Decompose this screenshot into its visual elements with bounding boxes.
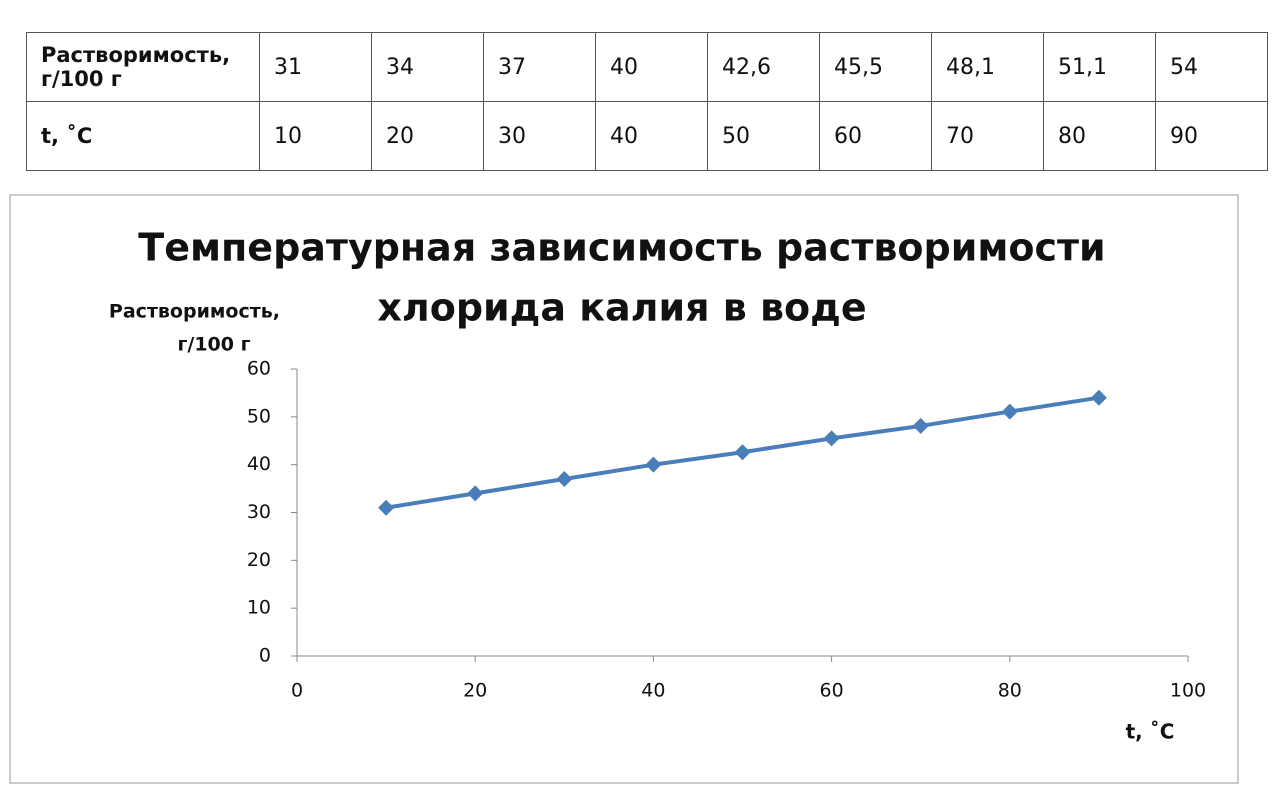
- data-point: [1090, 389, 1107, 406]
- table-cell: 51,1: [1043, 32, 1156, 102]
- y-tick-label: 0: [259, 645, 271, 667]
- data-point: [912, 417, 929, 434]
- y-tick-label: 20: [247, 549, 271, 571]
- x-axis-label: t, ˚C: [1126, 720, 1175, 744]
- x-tick-label: 0: [291, 680, 303, 702]
- y-tick-label: 30: [247, 501, 271, 523]
- table-cell: 40: [595, 101, 708, 171]
- table-cell: 20: [371, 101, 484, 171]
- table-cell: 60: [819, 101, 932, 171]
- y-tick-label: 40: [247, 453, 271, 475]
- table-cell: 42,6: [707, 32, 820, 102]
- table-cell: 34: [371, 32, 484, 102]
- x-tick-label: 40: [641, 680, 665, 702]
- row-header: Растворимость, г/100 г: [26, 32, 260, 102]
- table-cell: 90: [1155, 101, 1268, 171]
- y-tick-label: 50: [247, 405, 271, 427]
- data-point: [645, 456, 662, 473]
- row-header: t, ˚C: [26, 101, 260, 171]
- x-tick-label: 20: [463, 680, 487, 702]
- table-cell: 40: [595, 32, 708, 102]
- table-row: Растворимость, г/100 г 31 34 37 40 42,6 45,5 48…: [26, 32, 1268, 102]
- data-point: [378, 499, 395, 516]
- y-tick-label: 10: [247, 597, 271, 619]
- data-point: [734, 444, 751, 461]
- data-point: [823, 430, 840, 447]
- data-point: [467, 485, 484, 502]
- data-point: [556, 471, 573, 488]
- table-cell: 48,1: [931, 32, 1044, 102]
- y-axis-label: г/100 г: [177, 334, 250, 356]
- table-cell: 50: [707, 101, 820, 171]
- y-axis-label: Растворимость,: [109, 301, 280, 323]
- x-tick-label: 80: [998, 680, 1022, 702]
- x-tick-label: 60: [820, 680, 844, 702]
- table-cell: 54: [1155, 32, 1268, 102]
- table-cell: 37: [483, 32, 596, 102]
- table-cell: 45,5: [819, 32, 932, 102]
- table-cell: 30: [483, 101, 596, 171]
- data-point: [1001, 403, 1018, 420]
- chart-title: Температурная зависимость растворимости: [138, 226, 1105, 270]
- table-cell: 70: [931, 101, 1044, 171]
- chart-border: [9, 194, 1239, 784]
- data-table: Растворимость, г/100 г 31 34 37 40 42,6 45,5 48…: [26, 32, 1268, 171]
- x-tick-label: 100: [1170, 680, 1206, 702]
- table-row: t, ˚C 10 20 30 40 50 60 70 80 90: [26, 101, 1268, 171]
- chart-title: хлорида калия в воде: [377, 286, 866, 330]
- y-tick-label: 60: [247, 358, 271, 380]
- table-cell: 80: [1043, 101, 1156, 171]
